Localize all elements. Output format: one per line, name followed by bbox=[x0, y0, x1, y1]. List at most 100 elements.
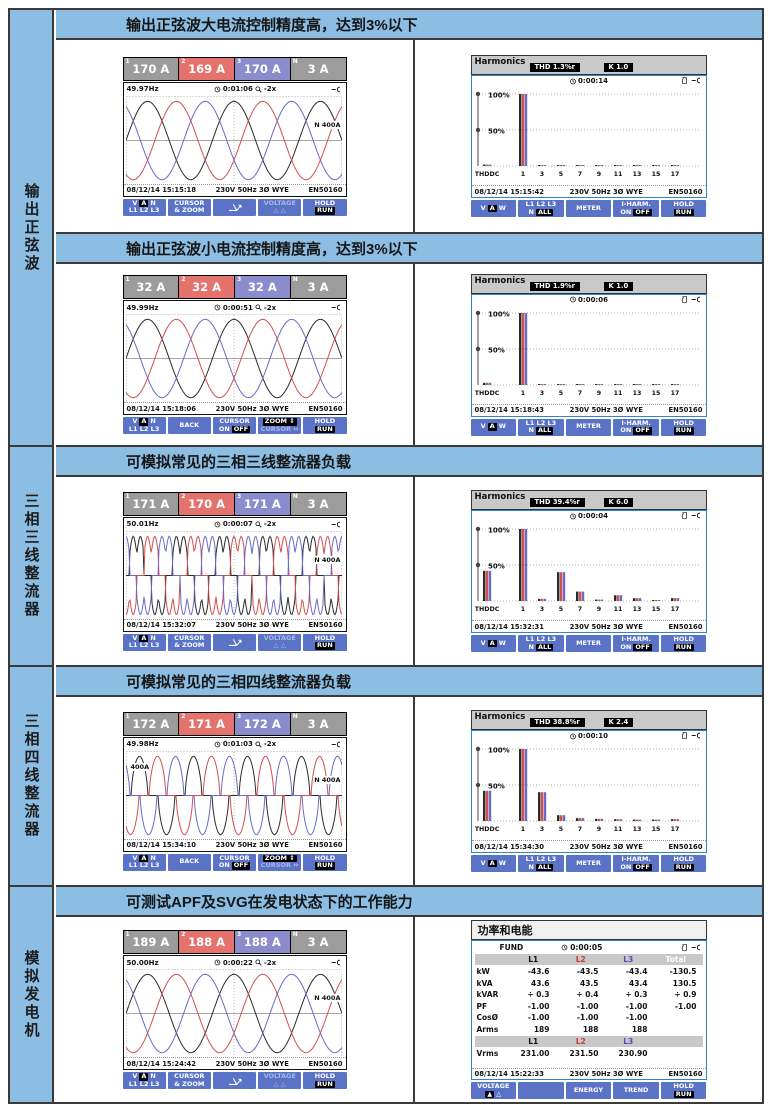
softkey-label: N bbox=[528, 642, 534, 651]
softkey-label-line: RUN bbox=[315, 425, 335, 433]
harmonic-bar-13 bbox=[635, 165, 638, 166]
softkey-label-line: METER bbox=[576, 423, 601, 431]
softkey-label: N bbox=[150, 633, 156, 642]
harmonic-bar-15 bbox=[657, 819, 660, 821]
status-datetime: 08/12/14 15:34:30 bbox=[474, 842, 545, 851]
harmonic-bar-3 bbox=[543, 165, 546, 166]
softkey-label: HOLD bbox=[673, 1082, 694, 1090]
harmonics-cell: Harmonics THD 38.8%r K 2.4 0:00:10 100% 50% TH… bbox=[415, 697, 762, 885]
clock-icon bbox=[214, 304, 221, 311]
harmonic-bar-15 bbox=[654, 165, 657, 166]
harmonic-bar-THDDC bbox=[488, 570, 491, 601]
softkey-label: N bbox=[150, 198, 156, 207]
k-factor-readout: K 2.4 bbox=[603, 718, 634, 727]
zoom-level: -2x bbox=[263, 520, 277, 528]
softkey-label: V bbox=[480, 422, 486, 431]
cell-value: -43.6 bbox=[527, 967, 550, 977]
harmonic-bar-THDDC bbox=[488, 382, 491, 385]
x-axis-label: 17 bbox=[670, 606, 679, 613]
cell-value: 188 bbox=[582, 1024, 599, 1034]
cell-value: ÷ 0.4 bbox=[576, 990, 599, 1000]
side-label-rect3: 三相三线整流器 bbox=[10, 445, 52, 665]
status-datetime: 08/12/14 15:18:06 bbox=[126, 404, 197, 413]
softkey-label-line: △ △ bbox=[274, 206, 286, 215]
harmonics-title: Harmonics bbox=[474, 712, 526, 722]
softkey-label-line: METER bbox=[576, 639, 601, 648]
harmonic-bar-11 bbox=[616, 819, 619, 821]
neutral-scale-label: N 400A bbox=[313, 555, 342, 564]
x-axis-label: 15 bbox=[651, 826, 660, 833]
softkey-label-line: HOLD bbox=[315, 854, 336, 863]
status-standard: EN50160 bbox=[668, 187, 703, 196]
softkey-button: HOLD RUN bbox=[303, 417, 347, 434]
row-caption: 可模拟常见的三相三线整流器负载 bbox=[56, 447, 762, 477]
softkey-label: TREND bbox=[623, 1085, 649, 1094]
waveform-area bbox=[125, 530, 344, 620]
cell-value: -130.5 bbox=[669, 967, 697, 977]
frequency-readout: 49.99Hz bbox=[126, 303, 159, 312]
softkey-bar: V A N L1 L2 L3 BACK CURSOR ON OFF ZOOM ⇕ CURSOR ⇔… bbox=[122, 853, 347, 871]
softkey-bar: V A N L1 L2 L3 CURSOR & ZOOM VOLTAGE △ △ HOLD RUN bbox=[122, 633, 347, 651]
softkey-button: HOLD RUN bbox=[660, 1082, 707, 1099]
y-axis-label: 100% bbox=[488, 527, 510, 535]
softkey-label: OFF bbox=[633, 426, 652, 435]
power-screen: FUND 0:00:05 L1 L2 L3 Total kW -43.6 -43.5 -43.4 -… bbox=[470, 940, 707, 1080]
harmonic-bar-7 bbox=[575, 818, 578, 821]
clock-icon bbox=[214, 741, 221, 747]
harmonic-bar-THDDC bbox=[488, 790, 491, 821]
softkey-label: I-HARM. bbox=[621, 855, 651, 863]
status-mains: 230V 50Hz 3Ø WYE bbox=[215, 404, 289, 413]
softkey-label: & ZOOM bbox=[174, 206, 205, 214]
cell-value: 130.5 bbox=[672, 978, 697, 988]
softkey-button: I-HARM. ON OFF bbox=[613, 200, 659, 217]
softkey-label-line: N ALL bbox=[528, 642, 554, 651]
side-label-rect4: 三相四线整流器 bbox=[10, 665, 52, 885]
harmonic-bar-13 bbox=[638, 383, 641, 385]
softkey-label: L1 L2 L3 bbox=[525, 200, 557, 208]
softkey-label-line: BACK bbox=[179, 421, 199, 430]
cell-value: -43.5 bbox=[576, 967, 599, 977]
softkey-label-line: △ △ bbox=[274, 1080, 286, 1089]
softkey-label: RUN bbox=[673, 426, 694, 435]
softkey-label-line: CURSOR ⇔ bbox=[261, 425, 299, 434]
status-bar: 08/12/14 15:24:42 230V 50Hz 3Ø WYE EN50160 bbox=[123, 1057, 346, 1069]
softkey-button: VOLTAGE ▲ △ bbox=[470, 1082, 517, 1099]
softkey-label: BACK bbox=[179, 857, 200, 866]
channel-cell: 3 188 A bbox=[235, 931, 290, 953]
softkey-label: A bbox=[139, 1072, 149, 1081]
row-caption: 输出正弦波小电流控制精度高，达到3%以下 bbox=[56, 234, 762, 264]
softkey-button: BACK bbox=[167, 853, 211, 871]
status-bar: 08/12/14 15:18:06 230V 50Hz 3Ø WYE EN50160 bbox=[123, 402, 346, 414]
harmonic-bar-1 bbox=[521, 312, 524, 385]
cell-value: -1.00 bbox=[674, 1001, 697, 1011]
row-label: Vrms bbox=[476, 1049, 499, 1059]
softkey-label: RUN bbox=[315, 206, 335, 215]
waveform-area bbox=[125, 969, 344, 1058]
channel-value: 170 A bbox=[243, 61, 281, 76]
thd-readout: THD 1.3%r bbox=[529, 63, 581, 72]
softkey-label-line: RUN bbox=[673, 426, 694, 435]
harmonics-screenshot: Harmonics THD 1.3%r K 1.0 0:00:14 100% 50% THD… bbox=[470, 55, 707, 217]
channel-cell: 3 172 A bbox=[235, 712, 290, 735]
harmonics-cell: Harmonics THD 1.3%r K 1.0 0:00:14 100% 50% THD… bbox=[415, 40, 762, 232]
softkey-label: V bbox=[132, 198, 138, 207]
status-mains: 230V 50Hz 3Ø WYE bbox=[569, 187, 643, 196]
timer-readout: 0:00:14 bbox=[578, 77, 608, 85]
softkey-label-line: RUN bbox=[673, 863, 694, 871]
harmonic-bar-15 bbox=[657, 165, 660, 166]
softkey-label: A bbox=[139, 853, 149, 862]
scope-cell: 1 32 A 2 32 A 3 32 A N 3 A 49.99Hz 0:00:51 -2x 08/1… bbox=[56, 264, 415, 445]
clock-icon bbox=[569, 296, 576, 303]
power-plug-icon bbox=[691, 512, 700, 519]
harmonic-bar-11 bbox=[616, 165, 619, 166]
softkey-label: L1 L2 L3 bbox=[525, 855, 557, 863]
zoom-level: -2x bbox=[263, 740, 277, 748]
